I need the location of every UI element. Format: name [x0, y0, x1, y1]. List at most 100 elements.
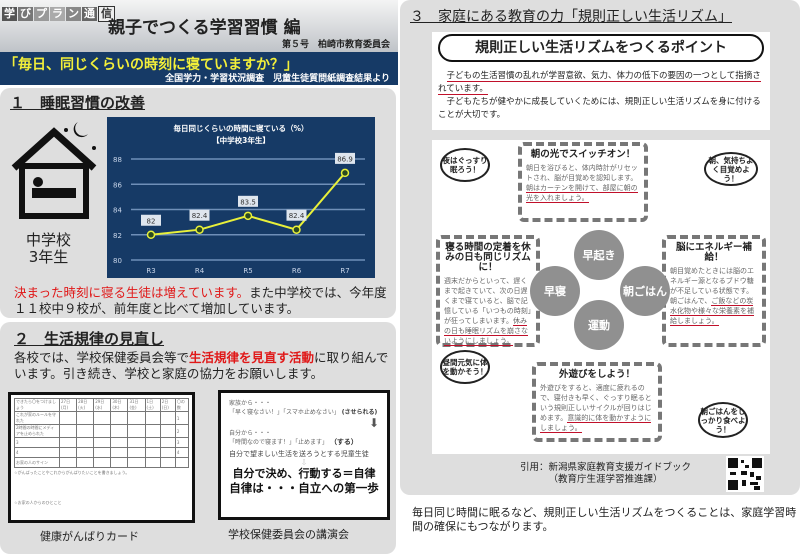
table-header-cell: 31日(金)	[127, 398, 146, 412]
x-tick-label: R6	[292, 267, 302, 275]
point-title: 規則正しい生活リズムをつくるポイント	[438, 34, 764, 62]
table-cell: 2時間の時間にメディアを止められた	[14, 424, 60, 438]
section-1-title: １ 睡眠習慣の改善	[10, 94, 146, 112]
speech-bubble: 昼間元気に体を動かそう！	[440, 350, 490, 384]
qr-code-icon[interactable]	[726, 456, 764, 492]
speech-bubble: 朝ごはんをしっかり食べよう！	[698, 402, 748, 438]
circle-early-bed: 早寝	[530, 266, 580, 316]
y-tick-label: 80	[113, 257, 122, 265]
y-tick-label: 84	[113, 207, 122, 215]
table-cell[interactable]	[127, 457, 146, 468]
table-cell[interactable]	[76, 411, 95, 425]
section-2-text: 各校では、学校保健委員会等で生活規律を見直す活動に取り組んでいます。引き続き、学…	[14, 350, 389, 381]
x-tick-label: R3	[146, 267, 155, 275]
card-note: ☆お家の人からのひとこと	[14, 500, 62, 505]
cycle-box-outdoor-play: 外遊びをしよう！ 外遊びをすると、適度に疲れるので、寝付きも早く、ぐっすり眠るとい…	[532, 362, 662, 442]
cycle-box-breakfast: 脳にエネルギー補給！ 朝目覚めたときには脳のエネルギー源となるブドウ糖が不足してい…	[662, 235, 766, 347]
lecture-caption: 学校保健委員会の講演会	[228, 528, 349, 541]
banner-question: 「毎日、同じくらいの時刻に寝ていますか？」	[4, 57, 298, 73]
table-cell[interactable]	[159, 411, 176, 425]
table-header-cell: 2日(日)	[159, 398, 176, 412]
table-cell[interactable]	[58, 457, 78, 468]
table-row: これが家のルールを守れた 1	[14, 411, 190, 425]
data-label: 82.4	[192, 212, 208, 220]
table-cell[interactable]	[159, 447, 176, 458]
table-cell[interactable]	[110, 424, 129, 438]
rhythm-cycle-diagram: 夜はぐっすり眠ろう！ 朝、気持ちよく目覚めよう！ 昼間元気に体を動かそう！ 朝ご…	[432, 140, 770, 454]
point-paragraph-2: 子どもたちが健やかに成長していくためには、規則正しい生活リズムを身に付けることが…	[438, 97, 761, 120]
newsletter-title: 親子でつくる学習習慣 編	[108, 18, 301, 38]
table-cell[interactable]	[58, 437, 78, 448]
newsletter-header: 学びプラン通信 親子でつくる学習習慣 編 第５号 柏崎市教育委員会	[0, 0, 398, 52]
data-label: 83.5	[240, 198, 256, 206]
table-cell[interactable]	[110, 411, 129, 425]
banner-source: 全国学力・学習状況調査 児童生徒質問紙調査結果より	[165, 74, 390, 84]
data-label: 86.9	[337, 155, 353, 163]
table-cell[interactable]	[76, 437, 95, 448]
table-cell: 4	[174, 447, 190, 458]
table-cell[interactable]	[93, 447, 112, 458]
table-cell: 2	[174, 424, 190, 438]
section-2-title: ２ 生活規律の見直し	[14, 330, 165, 348]
data-point	[292, 225, 301, 234]
issue-info: 第５号 柏崎市教育委員会	[281, 40, 390, 50]
grade-label: 中学校 3年生	[26, 231, 72, 266]
point-paragraph-1: 子どもの生活習慣の乱れが学習意欲、気力、体力の低下の要因の一つとして指摘されてい…	[438, 71, 761, 95]
table-cell[interactable]	[76, 424, 95, 438]
table-cell[interactable]	[159, 424, 176, 438]
lecture-card: 家族から・・・ 「早く寝なさい！」「スマホ止めなさい」 (させられる) ⬇ 自分…	[218, 390, 390, 520]
card-note: ☆がんばったことやこれからがんばりたいことを書きましょう。	[14, 470, 130, 475]
table-cell[interactable]	[58, 447, 78, 458]
table-cell: 1	[174, 411, 190, 425]
table-cell[interactable]	[76, 447, 95, 458]
table-header-cell: できたら〇をつけましょう	[14, 398, 60, 412]
table-cell[interactable]	[110, 447, 129, 458]
closing-text: 毎日同じ時間に眠るなど、規則正しい生活リズムをつくることは、家庭学習時間の確保に…	[412, 506, 797, 533]
x-tick-label: R5	[243, 267, 252, 275]
table-cell[interactable]	[76, 457, 95, 468]
table-cell[interactable]	[144, 437, 161, 448]
table-cell[interactable]	[110, 457, 129, 468]
section-1: １ 睡眠習慣の改善 中学校 3年生 毎日同じくらいの時間に寝ている（%） 【中学校3…	[0, 88, 396, 318]
table-cell[interactable]	[127, 411, 146, 425]
y-tick-label: 82	[113, 232, 122, 240]
table-header-cell: 28日(火)	[76, 398, 95, 412]
table-cell[interactable]	[144, 447, 161, 458]
table-cell[interactable]	[144, 457, 161, 468]
table-cell[interactable]	[159, 437, 176, 448]
table-row: お家の人のサイン	[14, 457, 190, 468]
circle-early-rising: 早起き	[574, 230, 624, 280]
sleep-chart: 毎日同じくらいの時間に寝ている（%） 【中学校3年生】 80 82 84 86 88 R3 R4…	[107, 117, 375, 278]
table-cell[interactable]	[93, 457, 112, 468]
circle-breakfast: 朝ごはん	[620, 266, 670, 316]
table-cell[interactable]	[159, 457, 176, 468]
section-3-title: ３ 家庭にある教育の力「規則正しい生活リズム」	[410, 9, 732, 25]
table-cell[interactable]	[127, 447, 146, 458]
section-2: ２ 生活規律の見直し 各校では、学校保健委員会等で生活規律を見直す活動に取り組ん…	[0, 322, 396, 554]
table-cell[interactable]	[127, 437, 146, 448]
table-cell[interactable]	[144, 424, 161, 438]
data-point	[340, 168, 350, 178]
table-cell: 3	[14, 437, 60, 448]
table-cell[interactable]	[93, 411, 112, 425]
data-point	[146, 230, 156, 239]
table-cell: これが家のルールを守れた	[14, 411, 60, 425]
table-cell[interactable]	[144, 411, 161, 425]
table-cell[interactable]	[93, 437, 112, 448]
table-cell[interactable]	[58, 411, 78, 425]
table-header-cell: 29日(水)	[93, 398, 112, 412]
table-cell	[174, 457, 190, 468]
table-cell[interactable]	[110, 437, 129, 448]
speech-bubble: 朝、気持ちよく目覚めよう！	[704, 152, 758, 186]
data-label-box	[335, 152, 355, 164]
point-panel: 規則正しい生活リズムをつくるポイント 子どもの生活習慣の乱れが学習意欲、気力、体…	[432, 32, 770, 130]
data-point	[195, 225, 204, 234]
x-tick-label: R4	[195, 267, 205, 275]
table-cell[interactable]	[58, 424, 78, 438]
table-cell[interactable]	[127, 424, 146, 438]
table-cell[interactable]	[93, 424, 112, 438]
data-label-box	[286, 209, 307, 221]
data-label: 82.4	[289, 212, 305, 220]
